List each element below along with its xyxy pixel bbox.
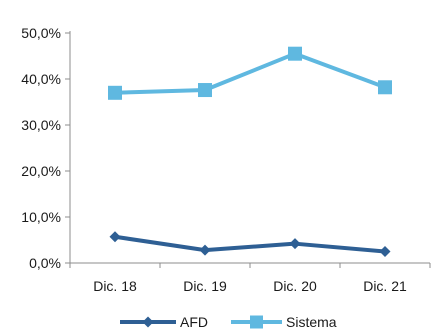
series-sistema — [108, 46, 392, 100]
data-point — [288, 46, 302, 61]
data-point — [289, 238, 301, 250]
legend-marker — [142, 316, 154, 328]
legend-label: AFD — [180, 314, 208, 330]
data-point — [378, 80, 392, 95]
x-tick-label: Dic. 20 — [273, 278, 317, 294]
legend: AFD Sistema — [120, 314, 337, 330]
data-point — [199, 244, 211, 256]
data-point — [198, 83, 212, 98]
series-line — [113, 51, 387, 95]
series-line — [113, 234, 387, 254]
y-tick-label: 40,0% — [21, 71, 61, 87]
legend-label: Sistema — [286, 314, 337, 330]
series-afd — [109, 231, 391, 257]
legend-marker — [250, 315, 263, 329]
x-tick-label: Dic. 19 — [183, 278, 227, 294]
y-tick-label: 10,0% — [21, 209, 61, 225]
data-point — [108, 85, 122, 100]
series — [108, 46, 392, 257]
x-tick-labels: Dic. 18 Dic. 19 Dic. 20 Dic. 21 — [93, 278, 407, 294]
data-point — [379, 246, 391, 257]
y-tick-label: 0,0% — [29, 255, 61, 271]
y-tick-label: 30,0% — [21, 117, 61, 133]
data-point — [109, 231, 121, 243]
legend-item: AFD — [120, 314, 208, 330]
axes — [65, 31, 431, 268]
y-tick-label: 20,0% — [21, 163, 61, 179]
x-tick-label: Dic. 21 — [363, 278, 407, 294]
y-tick-labels: 0,0% 10,0% 20,0% 30,0% 40,0% 50,0% — [21, 25, 61, 271]
y-tick-label: 50,0% — [21, 25, 61, 41]
legend-item: Sistema — [231, 314, 337, 330]
x-tick-label: Dic. 18 — [93, 278, 137, 294]
